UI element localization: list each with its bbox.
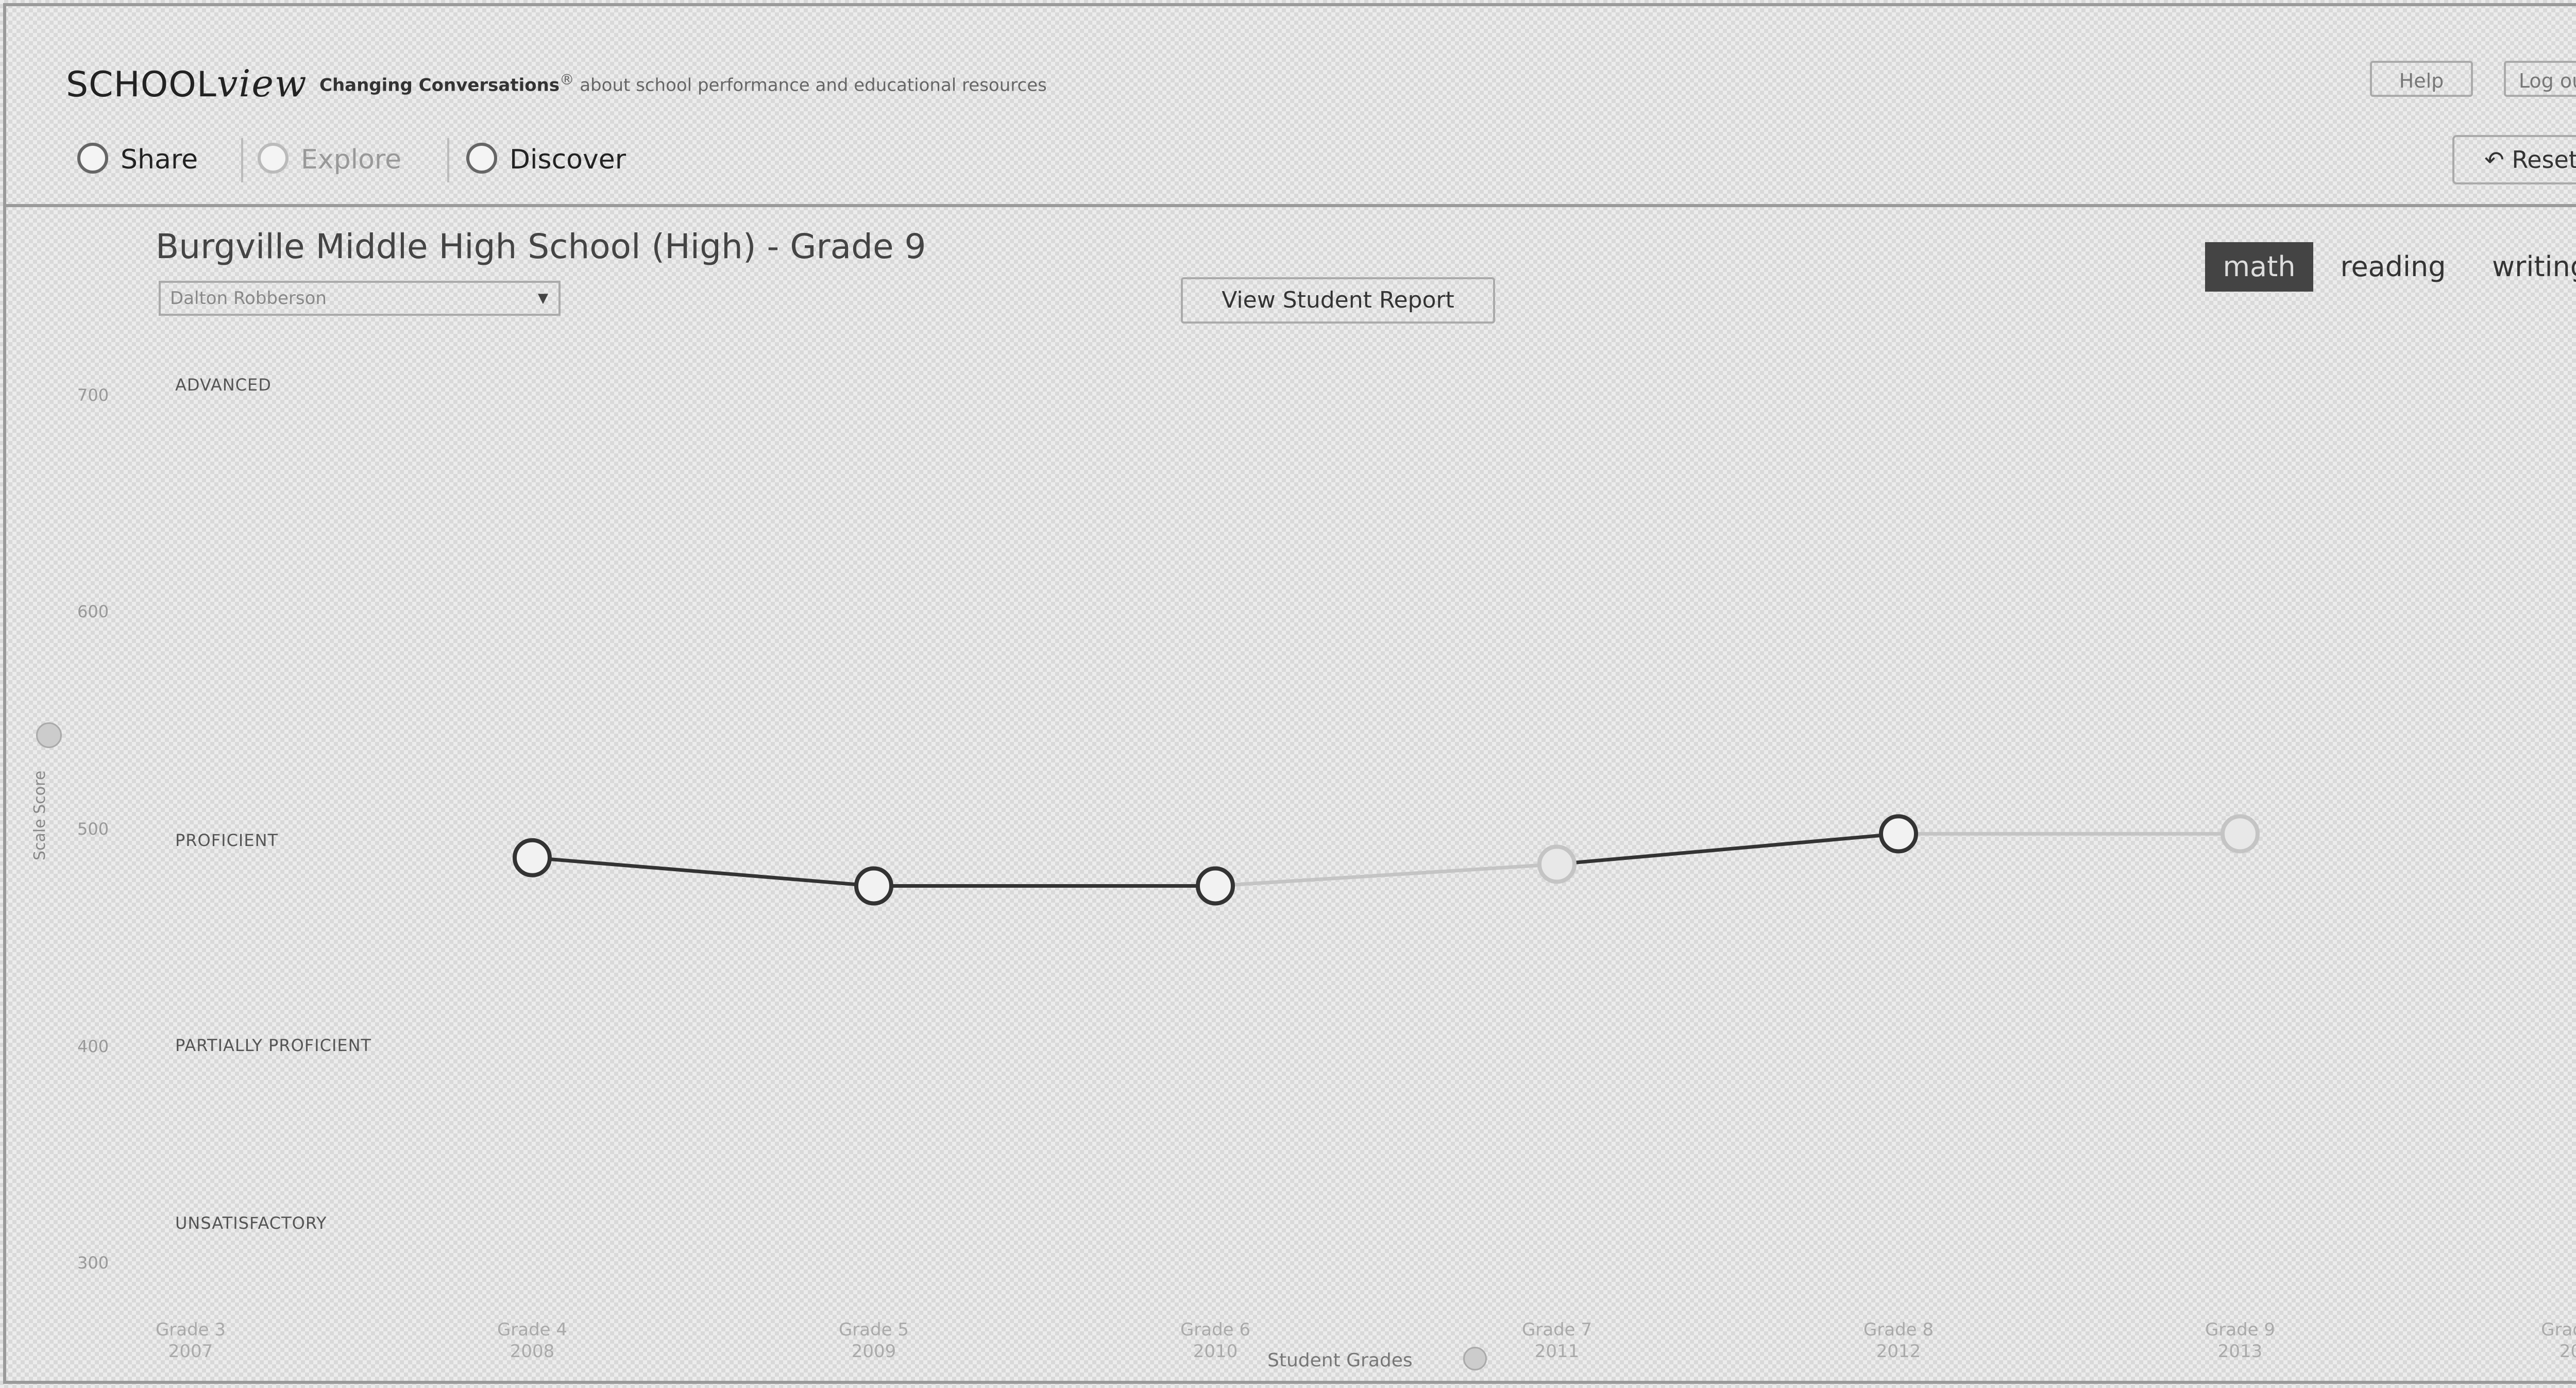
score-markers [513, 814, 2260, 906]
x-tick-grade: Grade 5 [838, 1319, 909, 1340]
tab-separator [447, 138, 449, 182]
series-line-segment [1556, 832, 1899, 866]
tagline-bold: Changing Conversations [319, 75, 560, 96]
score-point[interactable] [854, 866, 893, 906]
y-tick-label: 700 [77, 385, 109, 405]
logo-school-text: SCHOOL [66, 64, 217, 105]
undo-arrow-icon: ↶ [2484, 146, 2504, 174]
score-point[interactable] [1196, 866, 1235, 906]
x-tick-grade: Grade 4 [497, 1319, 568, 1340]
page-title: Burgville Middle High School (High) - Gr… [156, 227, 926, 266]
x-tick-label: Grade 7 2011 [1505, 1319, 1608, 1362]
view-student-report-button[interactable]: View Student Report [1181, 277, 1495, 324]
line-segments [532, 832, 2240, 888]
x-tick-label: Grade 3 2007 [139, 1319, 242, 1362]
explore-icon [258, 143, 289, 174]
x-tick-label: Grade 5 2009 [822, 1319, 925, 1362]
tab-discover-label: Discover [510, 144, 626, 175]
tab-explore-label: Explore [301, 144, 402, 175]
top-bar [6, 6, 2576, 207]
y-axis-info-icon[interactable] [36, 722, 62, 748]
y-tick-label: 400 [77, 1037, 109, 1056]
x-tick-year: 2013 [2217, 1341, 2263, 1362]
score-point[interactable] [1537, 844, 1577, 884]
reset-button[interactable]: ↶ Reset [2452, 135, 2576, 184]
x-tick-grade: Grade 9 [2205, 1319, 2276, 1340]
logout-link[interactable]: Log out [2504, 61, 2576, 97]
x-tick-grade: Grade 10 [2541, 1319, 2576, 1340]
x-tick-label: Grade 4 2008 [481, 1319, 584, 1362]
x-tick-label: Grade 6 2010 [1164, 1319, 1267, 1362]
y-tick-label: 300 [77, 1253, 109, 1273]
level-label-proficient: PROFICIENT [175, 831, 279, 850]
student-select-value: Dalton Robberson [170, 288, 327, 309]
share-icon [77, 143, 108, 174]
x-tick-year: 2012 [1876, 1341, 1921, 1362]
student-select[interactable]: Dalton Robberson ▼ [159, 281, 561, 316]
x-tick-label: Grade 102014 [2530, 1319, 2576, 1362]
y-tick-label: 600 [77, 602, 109, 621]
y-tick-label: 500 [77, 819, 109, 839]
tagline-text: about school performance and educational… [580, 75, 1047, 96]
subject-tab-writing[interactable]: writing [2492, 250, 2576, 283]
x-tick-year: 2008 [510, 1341, 555, 1362]
tagline: Changing Conversations® about school per… [319, 71, 1047, 95]
x-tick-year: 2014 [2559, 1341, 2576, 1362]
level-label-unsatisfactory: UNSATISFACTORY [175, 1213, 327, 1233]
x-tick-grade: Grade 3 [155, 1319, 226, 1340]
level-label-partially-proficient: PARTIALLY PROFICIENT [175, 1036, 372, 1055]
x-tick-year: 2007 [168, 1341, 213, 1362]
tab-share-label: Share [121, 144, 198, 175]
x-tick-grade: Grade 8 [1863, 1319, 1934, 1340]
help-link[interactable]: Help [2370, 61, 2473, 97]
x-tick-label: Grade 8 2012 [1847, 1319, 1950, 1362]
level-label-advanced: ADVANCED [175, 375, 272, 395]
x-tick-year: 2010 [1193, 1341, 1238, 1362]
tab-explore[interactable]: Explore [258, 134, 401, 185]
score-point[interactable] [2221, 814, 2260, 854]
x-tick-grade: Grade 6 [1180, 1319, 1251, 1340]
subject-tab-math[interactable]: math [2205, 242, 2313, 292]
score-point[interactable] [1879, 814, 1918, 854]
x-tick-year: 2009 [851, 1341, 896, 1362]
series-line-segment [532, 856, 874, 888]
x-tick-grade: Grade 7 [1521, 1319, 1592, 1340]
app-frame [3, 3, 2576, 1384]
x-tick-year: 2011 [1534, 1341, 1580, 1362]
series-line-segment [1215, 862, 1557, 888]
registered-mark: ® [560, 71, 574, 88]
reset-label: Reset [2512, 146, 2576, 174]
x-axis-info-icon[interactable] [1463, 1347, 1487, 1370]
tab-separator [241, 138, 243, 182]
subject-tab-reading[interactable]: reading [2340, 250, 2446, 283]
score-point[interactable] [513, 838, 552, 877]
x-axis-title: Student Grades [1267, 1350, 1413, 1371]
discover-icon [466, 143, 497, 174]
logo-view-text: view [216, 62, 308, 105]
chevron-down-icon: ▼ [538, 291, 548, 306]
tab-share[interactable]: Share [77, 134, 198, 185]
x-tick-label: Grade 9 2013 [2189, 1319, 2292, 1362]
tab-discover[interactable]: Discover [466, 134, 626, 185]
schoolview-logo[interactable]: SCHOOLview [66, 62, 308, 105]
